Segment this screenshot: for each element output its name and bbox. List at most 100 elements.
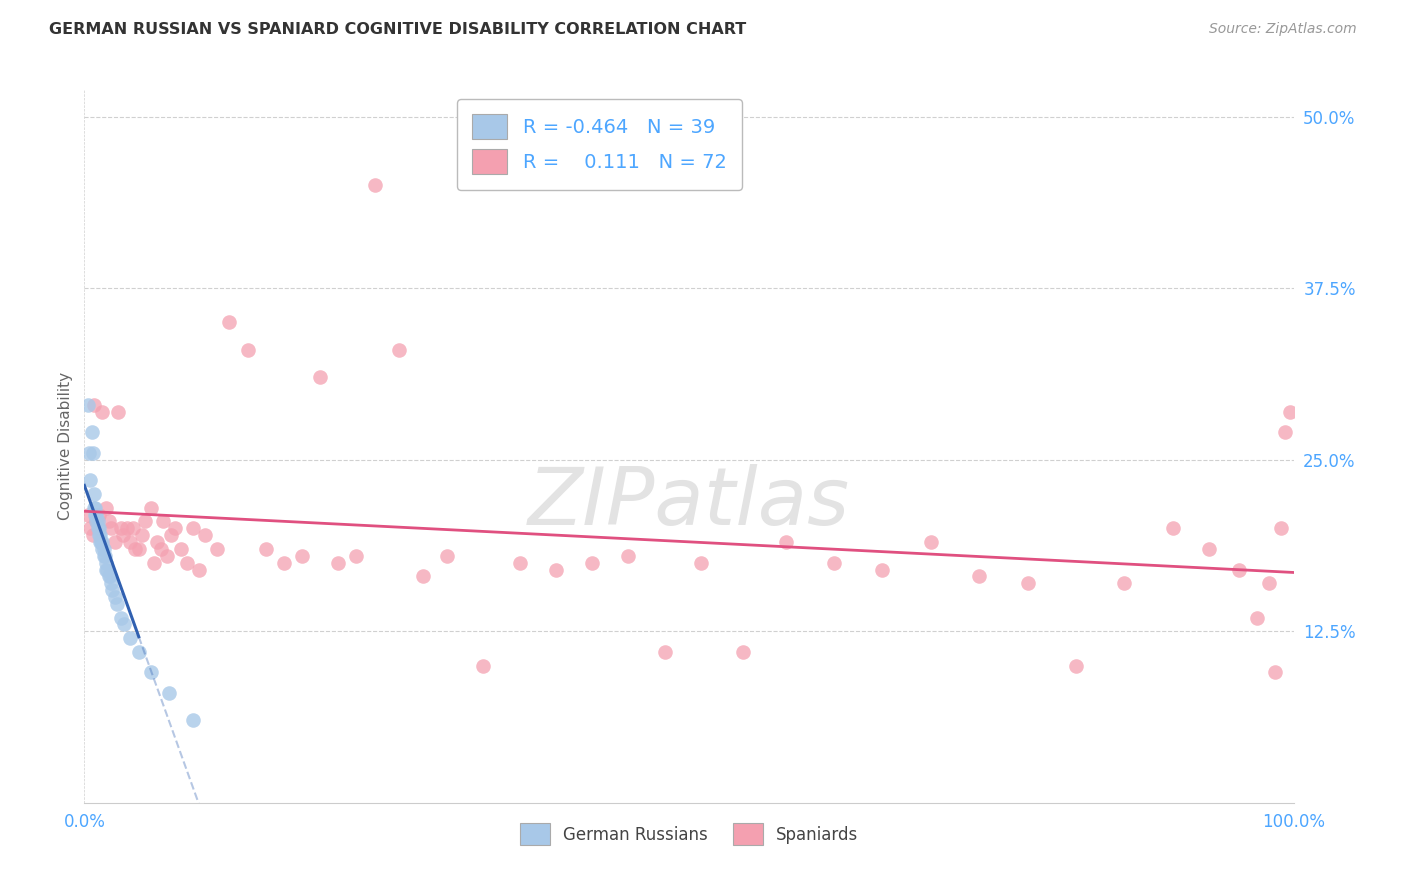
Point xyxy=(1227,562,1250,576)
Point xyxy=(1198,541,1220,556)
Point xyxy=(328,556,350,570)
Point xyxy=(143,556,166,570)
Point xyxy=(1274,425,1296,440)
Point xyxy=(1264,665,1286,680)
Point xyxy=(115,521,138,535)
Point xyxy=(89,535,111,549)
Point xyxy=(236,343,259,357)
Point xyxy=(104,535,127,549)
Point xyxy=(98,569,121,583)
Point xyxy=(1161,521,1184,535)
Point xyxy=(77,446,100,460)
Point xyxy=(82,528,104,542)
Point xyxy=(91,541,114,556)
Point xyxy=(86,521,108,535)
Point xyxy=(96,562,118,576)
Point xyxy=(1270,521,1292,535)
Point xyxy=(91,405,114,419)
Point xyxy=(254,541,277,556)
Point xyxy=(86,515,108,529)
Point xyxy=(105,597,128,611)
Point xyxy=(363,178,385,193)
Point xyxy=(94,562,117,576)
Point xyxy=(87,521,110,535)
Point xyxy=(121,521,143,535)
Point xyxy=(112,617,135,632)
Point xyxy=(84,508,107,522)
Point xyxy=(83,487,105,501)
Point xyxy=(617,549,640,563)
Text: GERMAN RUSSIAN VS SPANIARD COGNITIVE DISABILITY CORRELATION CHART: GERMAN RUSSIAN VS SPANIARD COGNITIVE DIS… xyxy=(49,22,747,37)
Point xyxy=(181,521,204,535)
Point xyxy=(152,515,174,529)
Point xyxy=(80,425,103,440)
Point xyxy=(544,562,567,576)
Point xyxy=(346,549,368,563)
Point xyxy=(94,549,117,563)
Point xyxy=(170,541,193,556)
Point xyxy=(436,549,458,563)
Point xyxy=(872,562,894,576)
Point xyxy=(87,508,110,522)
Point xyxy=(1258,576,1281,591)
Point xyxy=(654,645,676,659)
Point xyxy=(472,658,495,673)
Point xyxy=(412,569,434,583)
Point xyxy=(207,541,229,556)
Point xyxy=(107,405,129,419)
Point xyxy=(112,528,135,542)
Point xyxy=(775,535,797,549)
Point xyxy=(84,500,107,515)
Point xyxy=(100,521,122,535)
Text: ZIPatlas: ZIPatlas xyxy=(527,464,851,542)
Point xyxy=(823,556,845,570)
Point xyxy=(1278,405,1301,419)
Point xyxy=(120,631,142,645)
Point xyxy=(94,556,117,570)
Point xyxy=(146,535,169,549)
Point xyxy=(1246,610,1268,624)
Point xyxy=(273,556,295,570)
Point xyxy=(97,515,120,529)
Point xyxy=(93,549,115,563)
Point xyxy=(79,521,101,535)
Point xyxy=(83,398,105,412)
Point xyxy=(131,528,153,542)
Point xyxy=(1064,658,1087,673)
Point xyxy=(139,500,162,515)
Point xyxy=(90,535,112,549)
Point xyxy=(120,535,142,549)
Point xyxy=(89,528,111,542)
Point xyxy=(100,576,122,591)
Text: Source: ZipAtlas.com: Source: ZipAtlas.com xyxy=(1209,22,1357,37)
Point xyxy=(509,556,531,570)
Point xyxy=(79,473,101,487)
Point xyxy=(86,515,108,529)
Point xyxy=(218,316,240,330)
Point xyxy=(91,535,114,549)
Point xyxy=(176,556,198,570)
Legend: German Russians, Spaniards: German Russians, Spaniards xyxy=(513,817,865,852)
Point xyxy=(581,556,603,570)
Point xyxy=(128,541,150,556)
Point xyxy=(149,541,172,556)
Point xyxy=(388,343,411,357)
Point xyxy=(110,610,132,624)
Point xyxy=(181,714,204,728)
Point xyxy=(967,569,990,583)
Point xyxy=(155,549,177,563)
Point xyxy=(83,500,105,515)
Point xyxy=(157,686,180,700)
Point xyxy=(104,590,127,604)
Point xyxy=(291,549,314,563)
Point xyxy=(188,562,211,576)
Point xyxy=(77,508,100,522)
Point xyxy=(77,398,100,412)
Point xyxy=(93,541,115,556)
Point xyxy=(920,535,942,549)
Point xyxy=(733,645,755,659)
Point xyxy=(110,521,132,535)
Point xyxy=(309,370,332,384)
Point xyxy=(86,508,108,522)
Point xyxy=(124,541,146,556)
